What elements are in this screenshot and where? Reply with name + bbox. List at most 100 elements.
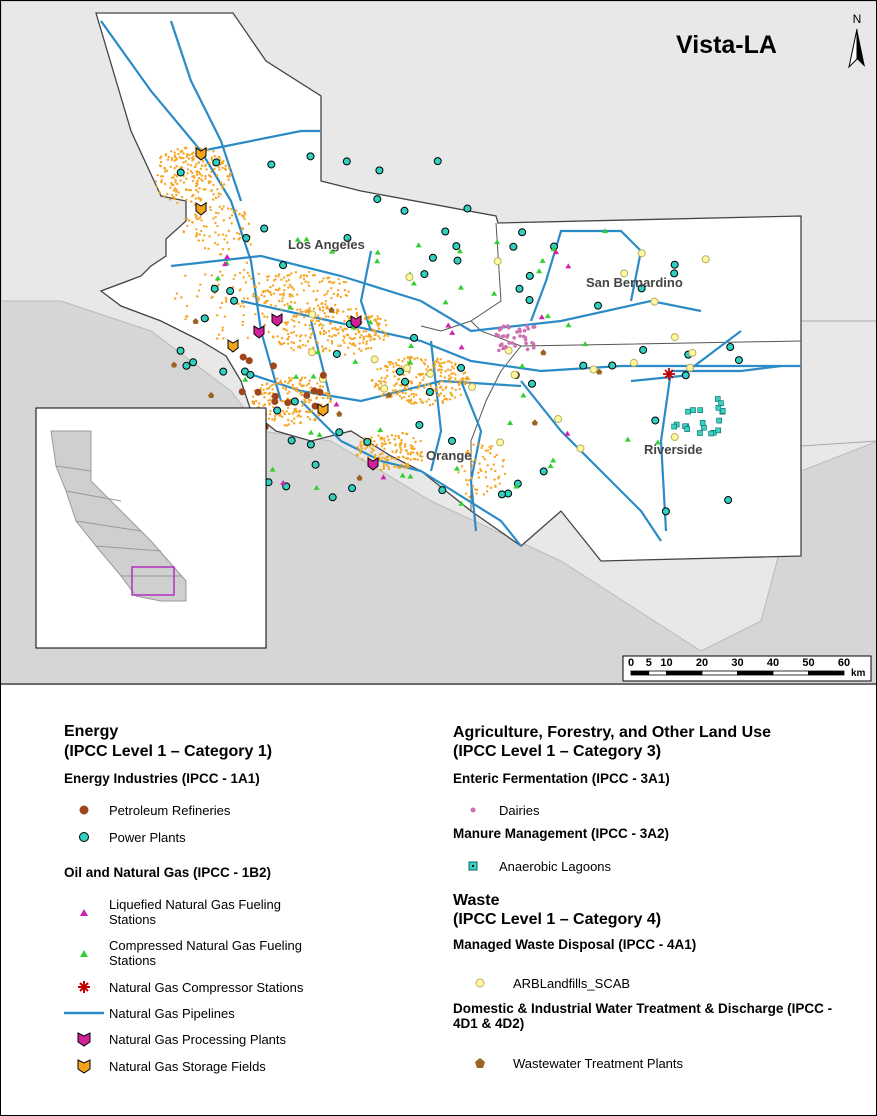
fuel-dot [272,336,275,339]
power-plant [438,486,447,495]
fuel-dot [434,399,437,402]
fuel-dot [228,216,231,220]
fuel-dot [334,334,338,337]
fuel-dot [443,394,446,398]
power-plant [515,284,524,293]
fuel-dot [262,388,265,392]
fuel-dot [185,217,189,221]
fuel-dot [205,225,208,228]
fuel-dot [196,217,199,221]
fuel-dot [281,415,284,418]
fuel-dot [267,392,270,395]
fuel-dot [195,188,198,192]
fuel-dot [308,306,311,310]
fuel-dot [216,224,219,228]
fuel-dot [263,396,266,399]
legend-item: Natural Gas Storage Fields [109,1059,266,1074]
dairy [518,329,522,334]
fuel-dot [280,278,283,281]
fuel-dot [294,270,298,274]
fuel-dot [291,412,295,415]
fuel-dot [377,334,380,338]
fuel-dot [417,373,420,376]
fuel-dot [354,332,357,336]
power-plant [726,343,735,352]
landfill [403,364,412,373]
fuel-dot [389,360,393,364]
power-plant [306,152,315,161]
fuel-dot [173,151,176,154]
fuel-dot [268,402,271,405]
fuel-dot [405,466,408,469]
fuel-dot [326,393,329,396]
fuel-dot [322,277,325,280]
fuel-dot [466,381,470,384]
fuel-dot [263,301,266,305]
fuel-dot [213,241,217,245]
fuel-dot [450,365,454,368]
fuel-dot [290,293,293,297]
wastewater [356,474,363,481]
fuel-dot [424,358,427,362]
icon [475,1058,485,1068]
fuel-dot [397,364,401,367]
fuel-dot [422,376,426,379]
fuel-dot [459,393,462,397]
fuel-dot [286,418,290,422]
fuel-dot [241,323,244,327]
pipeline [359,250,373,332]
fuel-dot [289,300,293,304]
fuel-dot [489,451,492,455]
fuel-dot [288,293,291,296]
fuel-dot [313,322,317,325]
fuel-dot [189,164,193,167]
power-plant [373,195,382,204]
fuel-dot [343,319,346,323]
cng-station [458,500,465,506]
refinery [310,387,318,395]
legend-item: Liquefied Natural Gas Fueling Stations [109,897,281,927]
group-heading: Enteric Fermentation (IPCC - 3A1) [453,771,670,786]
fuel-dot [446,360,449,363]
fuel-dot [298,339,302,342]
fuel-dot [230,214,234,217]
fuel-dot [405,449,408,452]
fuel-dot [373,385,376,388]
fuel-dot [169,186,172,189]
scale-label: 60 [838,657,850,669]
fuel-dot [394,443,397,446]
fuel-dot [401,360,404,363]
fuel-dot [287,278,290,282]
fuel-dot [197,170,200,174]
fuel-dot [419,439,422,443]
fuel-dot [418,454,422,458]
power-plant [400,206,409,215]
fuel-dot [348,336,351,339]
fuel-dot [278,414,281,417]
fuel-dot [394,434,397,438]
fuel-dot [401,455,405,458]
lagoon [699,420,706,426]
fuel-dot [400,448,403,452]
fuel-dot [227,247,231,251]
fuel-dot [174,297,177,300]
fuel-dot [343,336,346,339]
fuel-dot [198,233,202,236]
fuel-dot [433,360,436,364]
fuel-dot [431,364,435,367]
fuel-dot [184,146,187,149]
fuel-dot [404,385,407,388]
fuel-dot [402,466,405,469]
fuel-dot [334,327,337,330]
power-plant [242,233,251,242]
fuel-dot [357,447,360,451]
fuel-dot [203,234,206,237]
fuel-dot [249,243,252,246]
fuel-dot [395,382,398,385]
fuel-dot [308,308,311,312]
fuel-dot [308,324,311,327]
fuel-dot [421,378,424,382]
group-heading: Energy Industries (IPCC - 1A1) [64,771,260,786]
fuel-dot [200,174,204,177]
